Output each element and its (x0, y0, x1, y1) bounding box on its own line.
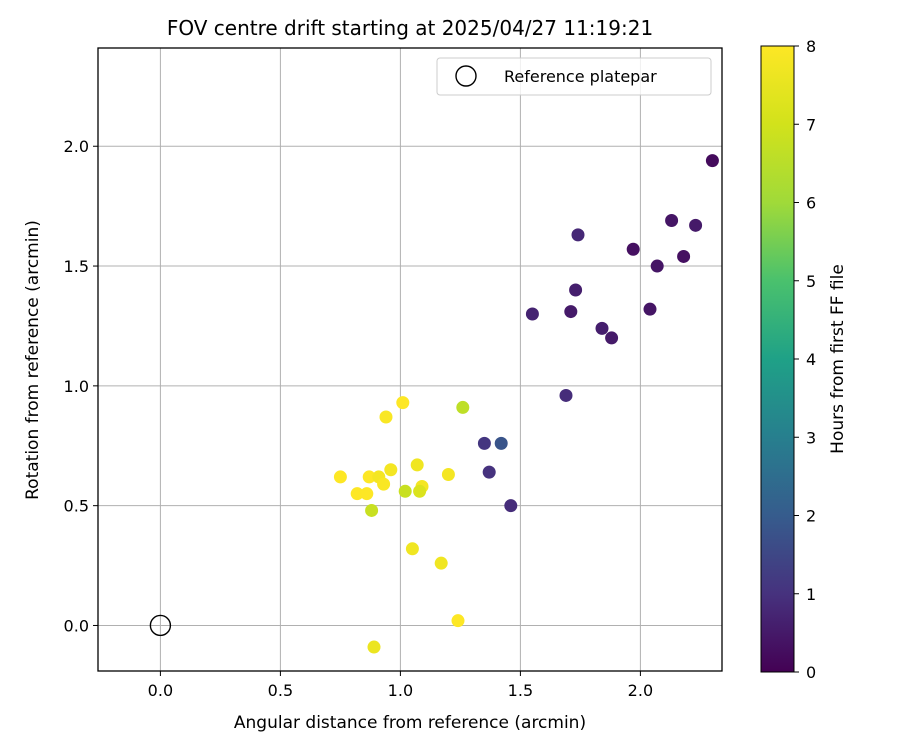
colorbar-tick-label: 5 (806, 272, 816, 291)
data-point (689, 218, 703, 232)
data-point (665, 214, 679, 228)
x-tick-label: 0.0 (148, 681, 173, 700)
data-point (398, 484, 412, 498)
data-point (559, 388, 573, 402)
data-point (456, 400, 470, 414)
data-point (605, 331, 619, 345)
data-point (677, 249, 691, 263)
y-tick-label: 0.5 (64, 497, 89, 516)
y-tick-label: 2.0 (64, 137, 89, 156)
colorbar-tick-label: 2 (806, 507, 816, 526)
x-axis: 0.0 0.5 1.0 1.5 2.0 (148, 671, 653, 700)
grid (98, 48, 722, 671)
y-tick-label: 0.0 (64, 616, 89, 635)
data-point (705, 154, 719, 168)
colorbar-tick-label: 7 (806, 115, 816, 134)
y-tick-label: 1.5 (64, 257, 89, 276)
x-tick-label: 2.0 (628, 681, 653, 700)
data-point (441, 468, 455, 482)
y-tick-label: 1.0 (64, 377, 89, 396)
data-point (650, 259, 664, 273)
colorbar-gradient (760, 45, 795, 673)
reference-platepar-marker (149, 614, 172, 637)
data-point (451, 614, 465, 628)
legend-label: Reference platepar (504, 67, 657, 86)
data-point (377, 477, 391, 491)
data-point (384, 463, 398, 477)
legend-marker-open-circle (455, 65, 477, 87)
colorbar-label: Hours from first FF file (828, 264, 848, 454)
data-point (379, 410, 393, 424)
data-point (595, 321, 609, 335)
colorbar-tick-label: 0 (806, 663, 816, 682)
legend-box (436, 57, 712, 96)
data-point (564, 305, 578, 319)
y-axis: 0.0 0.5 1.0 1.5 2.0 (64, 137, 98, 635)
data-point (571, 228, 585, 242)
data-point (365, 503, 379, 517)
colorbar-tick-label: 6 (806, 194, 816, 213)
data-point (626, 242, 640, 256)
data-point (413, 484, 427, 498)
data-point (482, 465, 496, 479)
x-axis-label: Angular distance from reference (arcmin) (234, 713, 586, 733)
data-point (643, 302, 657, 316)
data-point (569, 283, 583, 297)
data-point (434, 556, 448, 570)
colorbar-tick-label: 8 (806, 37, 816, 56)
reference-layer (149, 614, 172, 637)
colorbar-tick-label: 4 (806, 350, 816, 369)
x-tick-label: 0.5 (268, 681, 293, 700)
data-point (396, 396, 410, 410)
y-axis-label: Rotation from reference (arcmin) (23, 220, 43, 500)
data-point (405, 542, 419, 556)
legend: Reference platepar (436, 57, 712, 96)
data-point (504, 499, 518, 513)
data-point (494, 436, 508, 450)
colorbar-tick-label: 1 (806, 585, 816, 604)
data-point (525, 307, 539, 321)
data-point (350, 487, 364, 501)
data-point (367, 640, 381, 654)
data-point (360, 487, 374, 501)
colorbar-tick-label: 3 (806, 428, 816, 447)
data-point (333, 470, 347, 484)
data-point (477, 436, 491, 450)
data-point (410, 458, 424, 472)
data-point (362, 470, 376, 484)
plot-frame (97, 47, 723, 672)
x-tick-label: 1.0 (388, 681, 413, 700)
chart-title: FOV centre drift starting at 2025/04/27 … (167, 16, 653, 40)
x-tick-label: 1.5 (508, 681, 533, 700)
colorbar: 0 1 2 3 4 5 6 7 8 Hours from first FF file (760, 37, 848, 682)
colorbar-ticks: 0 1 2 3 4 5 6 7 8 (794, 37, 816, 682)
data-points (333, 154, 719, 654)
